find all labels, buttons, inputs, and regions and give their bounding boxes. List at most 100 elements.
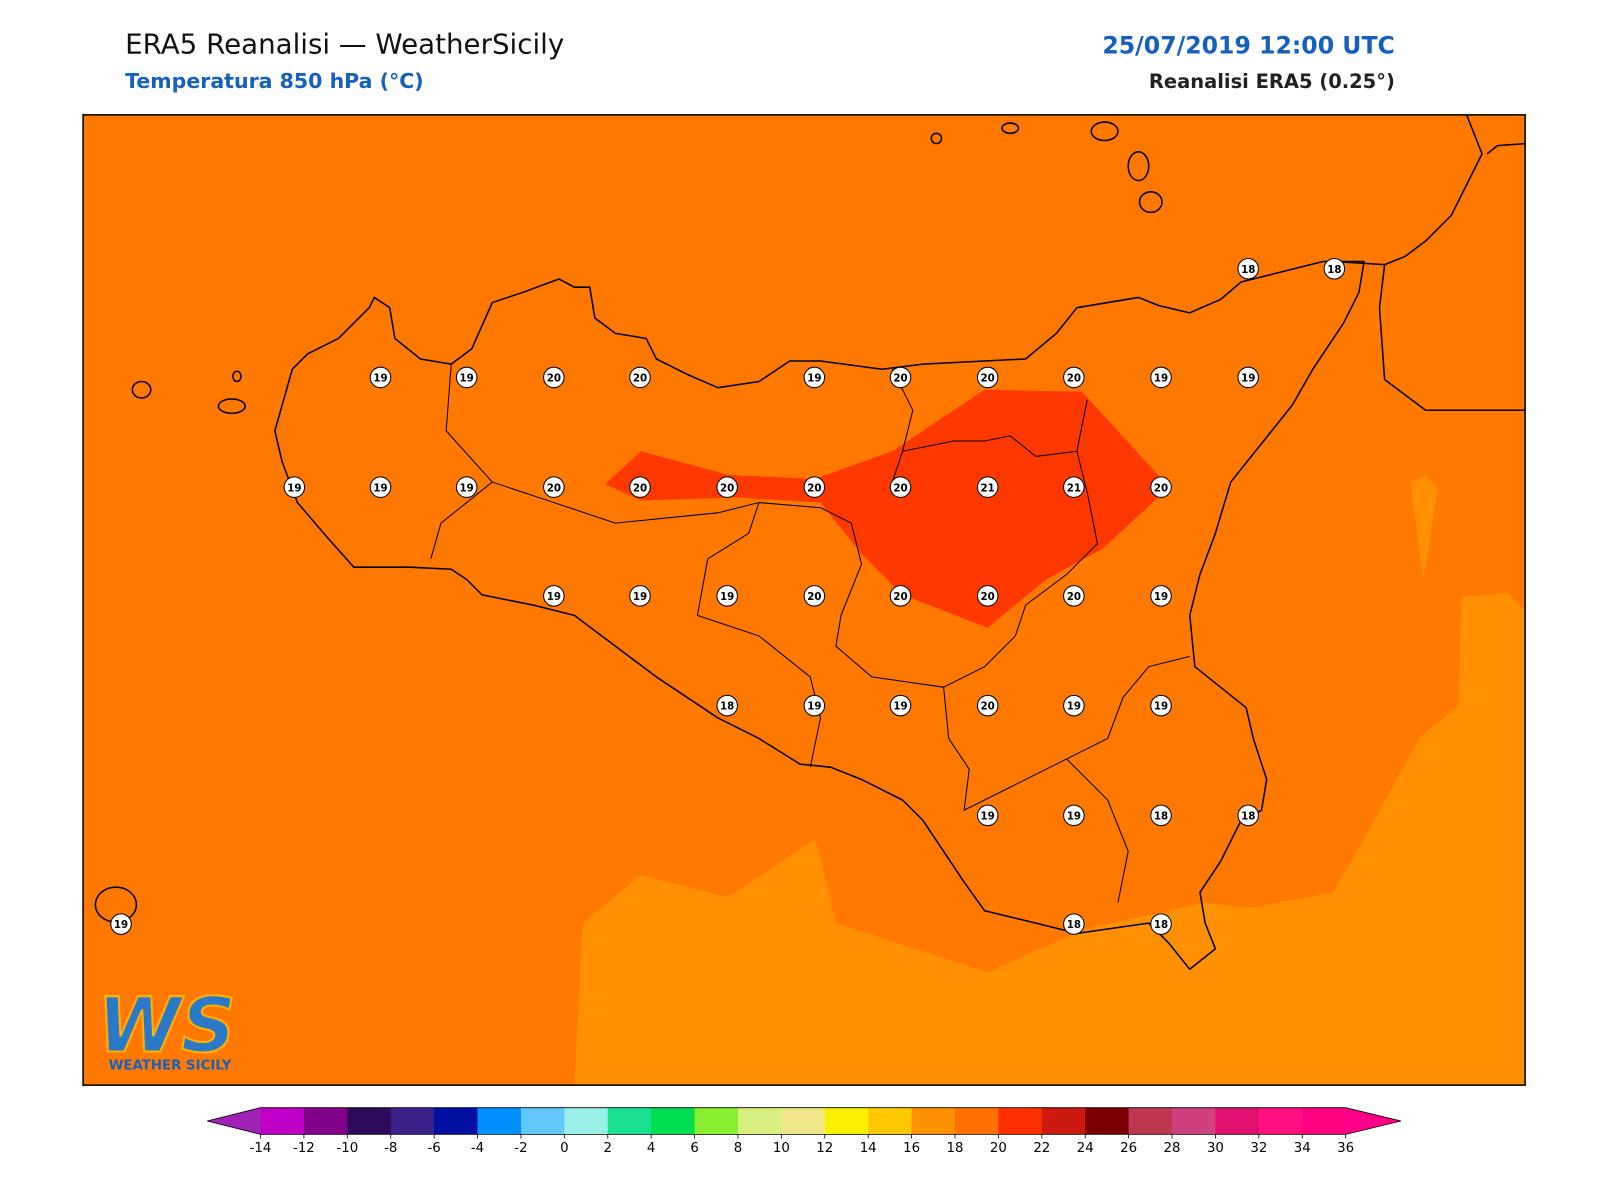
colorbar-tick-label: 18 (947, 1141, 964, 1156)
station-value: 18 (1154, 919, 1168, 931)
station-marker (369, 476, 392, 498)
station-marker (1237, 366, 1259, 389)
colorbar-tick-label: 6 (690, 1141, 698, 1156)
colorbar-tick-label: 4 (647, 1141, 655, 1156)
station-value: 18 (720, 701, 734, 713)
colorbar-tick-label: 22 (1033, 1141, 1050, 1156)
station-value: 18 (1241, 264, 1255, 276)
colorbar-bin (911, 1107, 956, 1135)
station-marker (629, 585, 651, 607)
station-value: 20 (981, 373, 995, 385)
station-value: 20 (1067, 591, 1081, 603)
station-value: 18 (1241, 810, 1255, 822)
colorbar-tick-label: -4 (471, 1141, 484, 1156)
station-value: 20 (1067, 373, 1081, 385)
colorbar-tick-label: 0 (560, 1141, 568, 1156)
colorbar-bin (868, 1107, 913, 1135)
colorbar-tick-label: 28 (1164, 1141, 1181, 1156)
colorbar-bin (694, 1107, 739, 1135)
logo-name: WEATHER SICILY (109, 1059, 232, 1074)
station-value: 20 (633, 482, 647, 494)
station-marker (976, 476, 999, 498)
colorbar-bin (303, 1107, 348, 1135)
colorbar-tick-label: 26 (1120, 1141, 1137, 1156)
station-marker (716, 694, 738, 717)
colorbar-tick-label: 34 (1294, 1141, 1311, 1156)
colorbar-tick-label: 10 (773, 1141, 790, 1156)
colorbar-tick-label: 14 (860, 1141, 877, 1156)
colorbar-tick-label: 2 (604, 1141, 612, 1156)
station-marker (110, 913, 132, 935)
station-value: 19 (807, 701, 821, 713)
colorbar-bin (998, 1107, 1043, 1135)
station-value: 19 (1154, 701, 1168, 713)
station-marker (1150, 366, 1172, 389)
station-value: 20 (547, 373, 561, 385)
station-marker (803, 585, 826, 607)
colorbar-tick-label: 12 (816, 1141, 833, 1156)
map (83, 114, 1526, 1086)
colorbar-tick-label: -10 (336, 1141, 358, 1156)
colorbar-tick-label: 36 (1337, 1141, 1354, 1156)
colorbar-bin (607, 1107, 652, 1135)
station-marker (1237, 804, 1259, 827)
station-value: 21 (981, 482, 995, 494)
station-value: 20 (893, 591, 907, 603)
station-marker (976, 585, 999, 607)
station-value: 20 (1154, 482, 1168, 494)
station-value: 20 (981, 701, 995, 713)
station-marker (976, 804, 999, 827)
field-20-22 (605, 389, 1170, 628)
station-marker (889, 585, 912, 607)
station-marker (455, 366, 478, 389)
colorbar-bin (1128, 1107, 1173, 1135)
station-value: 18 (1154, 810, 1168, 822)
colorbar-tick-label: 8 (734, 1141, 742, 1156)
colorbar-tick-label: 16 (903, 1141, 920, 1156)
colorbar-bin (390, 1107, 435, 1135)
colorbar-over (1345, 1107, 1402, 1135)
station-value: 21 (1067, 482, 1081, 494)
station-marker (889, 476, 912, 498)
station-marker (543, 366, 565, 389)
station-marker (803, 366, 826, 389)
colorbar-bin (651, 1107, 696, 1135)
colorbar-tick-label: 32 (1250, 1141, 1267, 1156)
datetime: 25/07/2019 12:00 UTC (1102, 31, 1394, 59)
station-marker (1063, 366, 1085, 389)
station-value: 19 (460, 482, 474, 494)
colorbar-tick-label: -2 (514, 1141, 527, 1156)
colorbar-bin (1215, 1107, 1260, 1135)
station-value: 20 (981, 591, 995, 603)
station-value: 18 (1067, 919, 1081, 931)
title: ERA5 Reanalisi — WeatherSicily (125, 27, 564, 60)
station-marker (1237, 257, 1259, 280)
colorbar-bin (1302, 1107, 1347, 1135)
colorbar-bin (824, 1107, 869, 1135)
colorbar-bin (781, 1107, 826, 1135)
station-value: 20 (893, 482, 907, 494)
field-16-18 (574, 592, 1526, 1086)
station-marker (716, 476, 738, 498)
islands (94, 121, 1163, 923)
station-value: 19 (373, 482, 387, 494)
station-value: 20 (720, 482, 734, 494)
colorbar-bin (434, 1107, 479, 1135)
station-marker (1150, 585, 1172, 607)
colorbar-bin (477, 1107, 522, 1135)
colorbar-tick-label: -12 (293, 1141, 315, 1156)
station-marker (1063, 585, 1085, 607)
field-16-18 (1410, 475, 1438, 580)
station-marker (369, 366, 392, 389)
station-value: 19 (981, 810, 995, 822)
station-marker (716, 585, 738, 607)
station-marker (803, 476, 826, 498)
colorbar-tick-label: -8 (384, 1141, 397, 1156)
station-value: 18 (1327, 264, 1341, 276)
station-value: 19 (807, 373, 821, 385)
colorbar-bin (260, 1107, 305, 1135)
station-value: 19 (1067, 701, 1081, 713)
station-value: 20 (893, 373, 907, 385)
station-value: 19 (1154, 373, 1168, 385)
